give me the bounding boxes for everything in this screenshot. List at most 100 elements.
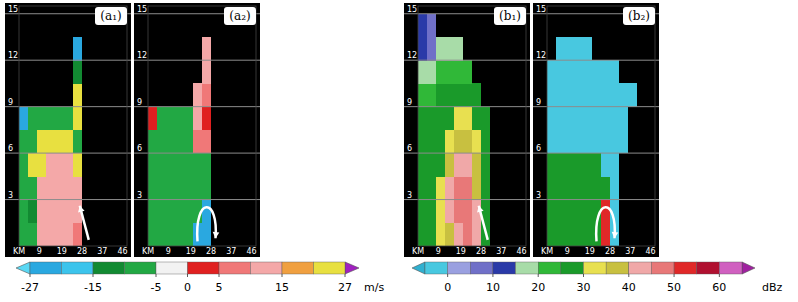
panel-label-box [95,7,127,25]
cell [436,83,445,107]
cell [619,107,628,131]
cell [565,130,574,154]
cell [592,176,601,200]
cell [601,130,610,154]
colorbar-tick-label: -15 [84,281,102,294]
cell [583,223,592,246]
colorbar-tick [538,274,539,277]
y-tick-label: 12 [137,51,147,60]
cell [601,60,610,84]
cell [445,37,454,61]
panel: 3691215KM919283746(b₂) [533,3,659,257]
colorbar-tick-label: 60 [712,281,726,294]
cell [157,153,166,177]
cell [427,37,436,61]
cell [574,153,583,177]
panel-label: (b₁) [499,9,521,23]
cell [601,200,610,224]
cell [601,107,610,131]
y-tick-label: 9 [137,98,142,107]
x-tick-label: KM [142,247,154,256]
cell [55,130,64,154]
grid-line [134,106,260,107]
x-tick-label: 37 [625,247,635,256]
x-tick-label: 9 [436,247,441,256]
colorbar-tick [583,274,584,277]
cell [481,107,490,131]
cell [73,176,82,200]
cell [565,153,574,177]
cell [463,130,472,154]
cell [565,223,574,246]
cell [19,200,28,224]
x-tick-label: 9 [565,247,570,256]
colorbar: -27-15-5051527m/s [16,262,384,294]
cell [583,60,592,84]
figure: 3691215KM919283746(a₁)3691215KM919283746… [0,0,798,302]
colorbar-tick-label: 5 [216,281,223,294]
cell [193,153,202,177]
cell [46,223,55,246]
cell [73,37,82,61]
cell [565,107,574,131]
cell [436,176,445,200]
cell [547,176,556,200]
cell [64,223,73,246]
cell [73,60,82,84]
cell [184,153,193,177]
cell [472,130,481,154]
arrow-head [78,206,84,213]
cell [73,107,82,131]
x-tick-label: 37 [226,247,236,256]
colorbar-bin [516,262,539,274]
cell [445,153,454,177]
cell [28,176,37,200]
colorbar-tick [219,274,220,277]
colorbar-bin [584,262,607,274]
cell [463,200,472,224]
cell [46,107,55,131]
cell [28,153,37,177]
cell [19,223,28,246]
x-tick-label: 46 [117,247,127,256]
cell [55,107,64,131]
colorbar-bin [425,262,448,274]
y-tick-label: 3 [137,191,142,200]
y-tick-label: 9 [8,98,13,107]
colorbar-bin [156,262,188,274]
colorbar-tick-label: 15 [275,281,289,294]
cell [73,130,82,154]
cell [445,107,454,131]
x-tick-label: 9 [166,247,171,256]
cell [418,130,427,154]
cell [37,223,46,246]
cell [418,14,427,38]
cell [481,176,490,200]
cell [481,153,490,177]
cell [202,130,211,154]
colorbar-bin [30,262,62,274]
plot-frame [418,6,526,246]
cell [436,223,445,246]
panel-background [533,3,659,257]
cell [592,83,601,107]
cell [556,176,565,200]
cell [454,223,463,246]
cell [19,130,28,154]
cell [610,60,619,84]
cell [73,153,82,177]
cell [193,176,202,200]
cell [166,223,175,246]
cell [583,200,592,224]
cell [46,200,55,224]
cell [619,83,628,107]
cell [202,200,211,224]
cell [592,130,601,154]
cell [427,83,436,107]
cell [166,200,175,224]
cell [175,153,184,177]
cell [574,107,583,131]
cell [184,223,193,246]
cell [472,176,481,200]
colorbar-tick-label: 20 [531,281,545,294]
